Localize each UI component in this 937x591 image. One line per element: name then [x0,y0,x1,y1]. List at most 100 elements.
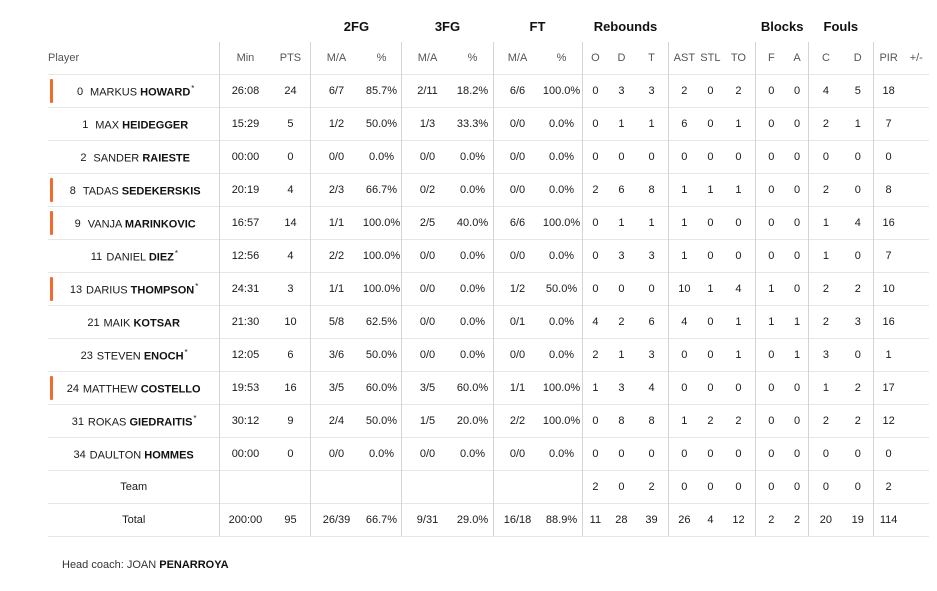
player-last-name[interactable]: GIEDRAITIS [129,416,193,429]
player-first-name[interactable]: MATTHEW [82,383,138,396]
col-2fg-ma[interactable]: M/A [310,42,362,75]
player-first-name[interactable]: TADAS [82,185,119,198]
col-pts[interactable]: PTS [279,52,302,64]
player-cell[interactable]: 9 VANJA MARINKOVIC [48,206,220,240]
stat-pts: 24 [270,74,311,108]
stat-pts [270,470,311,504]
player-row[interactable]: 2 SANDER RAIESTE 00:00 0 0/0 0.0% 0/0 0.0% 0/0 0.… [48,140,929,174]
stat-reb-o: 11 [581,503,609,537]
player-last-name[interactable]: RAIESTE [142,152,190,165]
player-cell[interactable]: 8 TADAS SEDEKERSKIS [48,173,220,207]
player-first-name[interactable]: STEVEN [96,350,141,363]
player-last-name[interactable]: THOMPSON [130,284,195,297]
col-reb-o[interactable]: O [581,42,609,75]
stat-min: 24:31 [219,272,271,306]
player-row[interactable]: 1 MAX HEIDEGGER 15:29 5 1/2 50.0% 1/3 33.3% 0/0 0… [48,107,929,141]
player-first-name[interactable]: DANIEL [106,251,146,264]
stat-pir: 16 [872,206,904,240]
player-row[interactable]: 31 ROKAS GIEDRAITIS* 30:12 9 2/4 50.0% 1/5 20.0… [48,404,929,438]
col-reb-t[interactable]: T [648,52,655,64]
player-row[interactable]: 11 DANIEL DIEZ* 12:56 4 2/2 100.0% 0/0 0.0% 0/0 0… [48,239,929,273]
player-first-name[interactable]: SANDER [93,152,140,165]
stat-ast: 6 [668,107,700,141]
col-fouls-c[interactable]: C [807,42,843,75]
stat-reb-t: 6 [634,305,669,339]
stat-fouls-d: 2 [842,404,874,438]
player-first-name[interactable]: DAULTON [89,449,142,462]
player-cell[interactable]: 34 DAULTON HOMMES [48,437,220,471]
stat-reb-o: 2 [581,173,609,207]
player-first-name[interactable]: DARIUS [86,284,128,297]
stat-reb-d: 3 [608,239,635,273]
player-cell[interactable]: 21 MAIK KOTSAR [48,305,220,339]
col-ft-pct[interactable]: % [556,52,567,64]
col-min[interactable]: Min [219,42,271,75]
player-first-name[interactable]: MAX [95,119,120,132]
stat-reb-d: 1 [608,206,635,240]
stat-stl: 0 [699,74,722,108]
stat-fg3-pct: 0.0% [452,140,493,174]
player-row[interactable]: 24 MATTHEW COSTELLO 19:53 16 3/5 60.0% 3/5 60.0… [48,371,929,405]
group-fouls: Fouls [823,18,859,34]
col-fouls-d[interactable]: D [853,52,862,64]
box-score-body: 0 MARKUS HOWARD* 26:08 24 6/7 85.7% 2/11 18.2% 6… [48,74,929,537]
player-first-name[interactable]: ROKAS [87,416,127,429]
player-cell[interactable]: 13 DARIUS THOMPSON* [48,272,220,306]
stat-fg2-pct: 0.0% [361,437,402,471]
player-row[interactable]: 23 STEVEN ENOCH* 12:05 6 3/6 50.0% 0/0 0.0% 0/0 0… [48,338,929,372]
col-stl[interactable]: STL [700,52,721,64]
stat-fouls-c: 20 [807,503,843,537]
stat-blk-f: 1 [755,305,787,339]
stat-ft-pct: 0.0% [541,305,582,339]
player-cell[interactable]: 24 MATTHEW COSTELLO [48,371,220,405]
player-row[interactable]: 0 MARKUS HOWARD* 26:08 24 6/7 85.7% 2/11 18.2% 6… [48,74,929,108]
player-cell[interactable]: 1 MAX HEIDEGGER [48,107,220,141]
stat-ft-pct: 100.0% [541,371,582,405]
col-player[interactable]: Player [48,52,80,64]
col-3fg-ma[interactable]: M/A [401,42,453,75]
player-last-name[interactable]: HOWARD [140,86,191,99]
stat-pm [903,206,929,240]
col-blk-f[interactable]: F [755,42,787,75]
col-blk-a[interactable]: A [793,52,801,64]
col-reb-d[interactable]: D [617,52,626,64]
col-plus-minus[interactable]: +/- [909,52,923,64]
player-last-name[interactable]: KOTSAR [133,317,180,330]
stat-reb-o: 0 [581,239,609,273]
player-row[interactable]: 13 DARIUS THOMPSON* 24:31 3 1/1 100.0% 0/0 0.0%… [48,272,929,306]
player-first-name[interactable]: MARKUS [90,86,138,99]
col-ast[interactable]: AST [668,42,700,75]
stat-reb-d: 6 [608,173,635,207]
player-row[interactable]: 34 DAULTON HOMMES 00:00 0 0/0 0.0% 0/0 0.0% 0/0 0… [48,437,929,471]
header-column-row: Player Min PTS M/A % M/A % M/A % O D T A… [48,42,929,75]
stat-pts: 95 [270,503,311,537]
player-row[interactable]: 9 VANJA MARINKOVIC 16:57 14 1/1 100.0% 2/5 40.0… [48,206,929,240]
col-pir[interactable]: PIR [872,42,904,75]
player-last-name[interactable]: HOMMES [144,449,194,462]
col-2fg-pct[interactable]: % [376,52,387,64]
stat-pir: 0 [872,437,904,471]
player-last-name[interactable]: HEIDEGGER [122,119,189,132]
player-row[interactable]: 21 MAIK KOTSAR 21:30 10 5/8 62.5% 0/0 0.0% 0/1 0.… [48,305,929,339]
player-cell[interactable]: 31 ROKAS GIEDRAITIS* [48,404,220,438]
player-last-name[interactable]: ENOCH [143,350,184,363]
col-ft-ma[interactable]: M/A [492,42,542,75]
player-last-name[interactable]: COSTELLO [140,383,201,396]
player-last-name[interactable]: MARINKOVIC [124,218,196,231]
col-3fg-pct[interactable]: % [467,52,478,64]
stat-ast: 1 [668,206,700,240]
stat-fouls-d: 4 [842,206,874,240]
player-cell[interactable]: 2 SANDER RAIESTE [48,140,220,174]
stat-pts: 6 [270,338,311,372]
player-last-name[interactable]: DIEZ [148,251,174,264]
player-last-name[interactable]: SEDEKERSKIS [121,185,201,198]
player-row[interactable]: 8 TADAS SEDEKERSKIS 20:19 4 2/3 66.7% 0/2 0.0% 0… [48,173,929,207]
player-cell[interactable]: 0 MARKUS HOWARD* [48,74,220,108]
player-cell[interactable]: 11 DANIEL DIEZ* [48,239,220,273]
col-to[interactable]: TO [730,52,746,64]
player-first-name[interactable]: VANJA [87,218,122,231]
stat-reb-o: 4 [581,305,609,339]
player-cell[interactable]: 23 STEVEN ENOCH* [48,338,220,372]
player-first-name[interactable]: MAIK [103,317,131,330]
stat-fg2-pct: 62.5% [361,305,402,339]
